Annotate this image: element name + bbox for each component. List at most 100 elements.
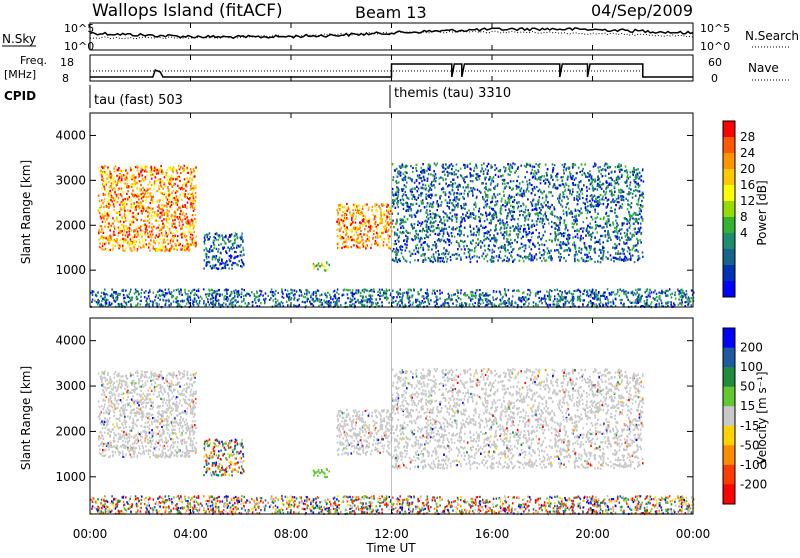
power-point — [474, 247, 476, 249]
power-point — [100, 205, 102, 207]
power-point — [428, 168, 430, 170]
nsearch-tick-bottom: 10^0 — [700, 40, 730, 53]
power-point — [103, 185, 105, 187]
power-point — [452, 202, 454, 204]
power-point — [517, 235, 519, 237]
power-point — [137, 235, 139, 237]
power-point — [137, 230, 139, 232]
power-point — [203, 267, 205, 269]
power-point — [509, 252, 511, 254]
power-point — [416, 199, 418, 201]
power-point — [608, 215, 610, 217]
power-point — [131, 183, 133, 185]
power-point — [505, 169, 507, 171]
power-point — [564, 243, 566, 245]
power-point — [238, 260, 240, 262]
power-point — [489, 234, 491, 236]
power-point — [123, 221, 125, 223]
power-point — [441, 253, 443, 255]
power-point — [351, 217, 353, 219]
power-point — [384, 228, 386, 230]
power-point — [487, 254, 489, 256]
power-point — [131, 177, 133, 179]
power-point — [139, 188, 141, 190]
power-point — [626, 171, 628, 173]
power-point — [193, 195, 195, 197]
power-point — [361, 240, 363, 242]
power-point — [186, 222, 188, 224]
power-point — [461, 207, 463, 209]
power-point — [511, 196, 513, 198]
power-point — [227, 247, 229, 249]
power-point — [101, 174, 103, 176]
power-point — [180, 172, 182, 174]
power-point — [487, 196, 489, 198]
power-point — [397, 229, 399, 231]
power-point — [144, 170, 146, 172]
power-point — [115, 165, 117, 167]
power-point — [637, 250, 639, 252]
power-point — [614, 200, 616, 202]
power-point — [564, 232, 566, 234]
power-point — [107, 173, 109, 175]
power-point — [104, 188, 106, 190]
power-point — [566, 203, 568, 205]
power-point — [159, 224, 161, 226]
power-point — [566, 196, 568, 198]
power-point — [158, 233, 160, 235]
power-point — [209, 261, 211, 263]
power-point — [632, 193, 634, 195]
power-point — [418, 188, 420, 190]
power-point — [476, 225, 478, 227]
power-point — [155, 219, 157, 221]
power-point — [395, 194, 397, 196]
power-point — [467, 193, 469, 195]
power-point — [151, 223, 153, 225]
power-point — [103, 232, 105, 234]
power-point — [549, 252, 551, 254]
power-point — [504, 235, 506, 237]
power-point — [437, 200, 439, 202]
power-point — [630, 238, 632, 240]
power-point — [172, 186, 174, 188]
power-point — [589, 170, 591, 172]
power-point — [153, 240, 155, 242]
power-point — [142, 246, 144, 248]
power-point — [181, 199, 183, 201]
power-point — [467, 235, 469, 237]
power-point — [566, 168, 568, 170]
power-point — [119, 177, 121, 179]
power-point — [145, 196, 147, 198]
power-point — [552, 211, 554, 213]
power-point — [615, 220, 617, 222]
power-point — [617, 253, 619, 255]
power-point — [505, 205, 507, 207]
power-point — [186, 177, 188, 179]
power-point — [142, 200, 144, 202]
power-point — [171, 218, 173, 220]
power-point — [532, 259, 534, 261]
power-point — [451, 173, 453, 175]
power-point — [193, 187, 195, 189]
power-point — [582, 168, 584, 170]
power-point — [368, 220, 370, 222]
power-point — [443, 211, 445, 213]
power-point — [164, 239, 166, 241]
power-point — [536, 220, 538, 222]
power-point — [454, 209, 456, 211]
power-point — [564, 186, 566, 188]
power-point — [425, 211, 427, 213]
power-point — [519, 182, 521, 184]
power-point — [120, 202, 122, 204]
power-point — [118, 197, 120, 199]
power-point — [165, 241, 167, 243]
power-point — [424, 206, 426, 208]
power-point — [384, 238, 386, 240]
power-point — [456, 198, 458, 200]
power-point — [521, 194, 523, 196]
power-point — [411, 198, 413, 200]
power-point — [378, 233, 380, 235]
power-point — [195, 245, 197, 247]
power-point — [538, 199, 540, 201]
power-point — [193, 185, 195, 187]
